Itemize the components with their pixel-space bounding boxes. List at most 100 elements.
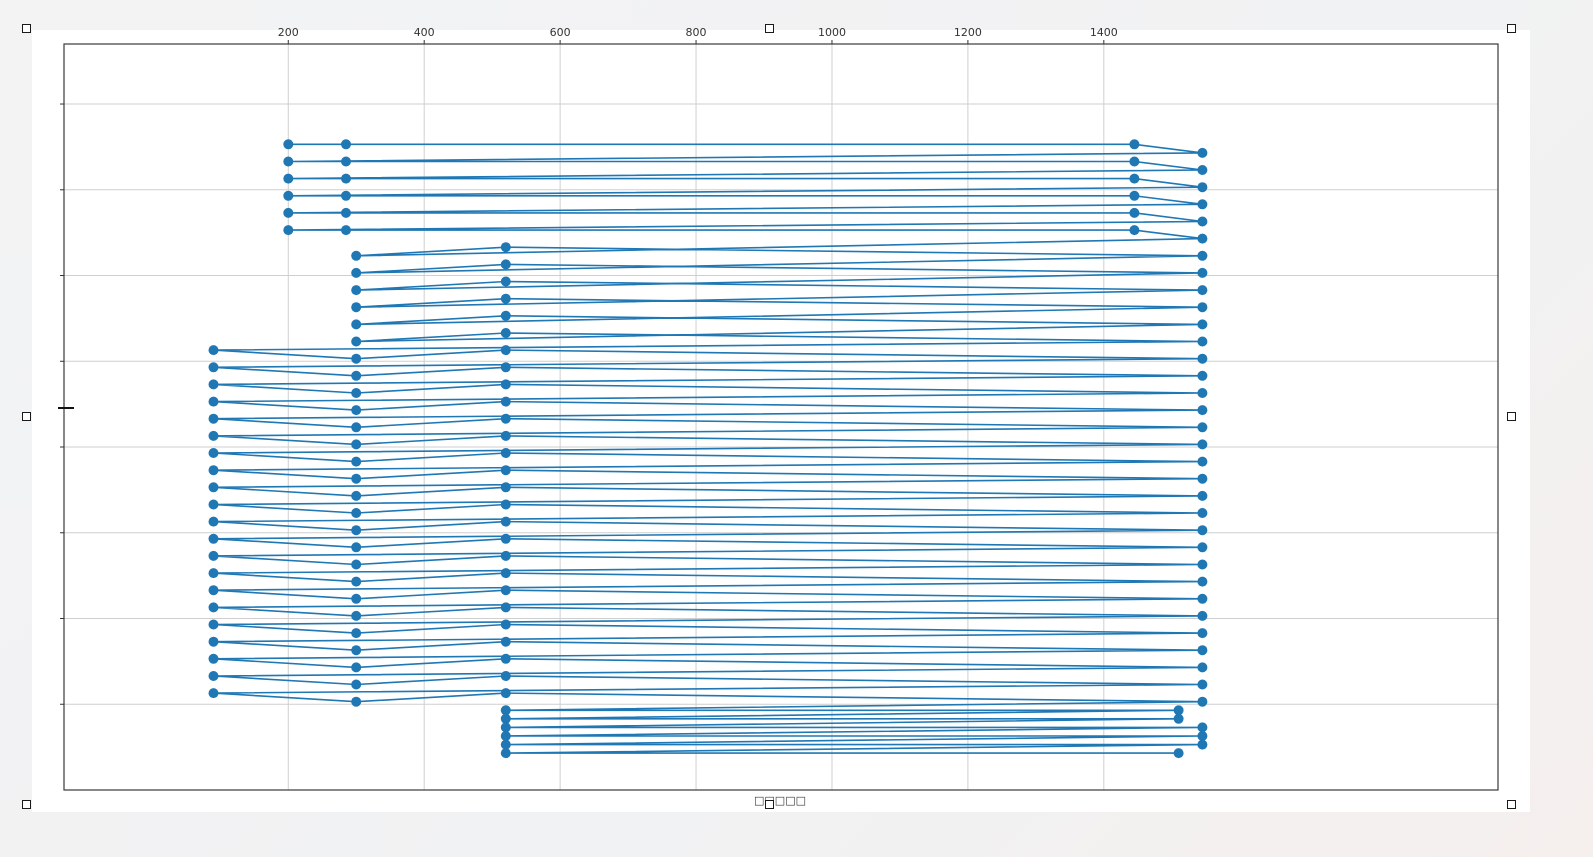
data-point [1173,713,1184,724]
data-point [351,645,362,656]
data-point [1197,679,1208,690]
data-point [208,568,219,579]
x-tick-label: 400 [414,26,435,39]
data-point [500,362,511,373]
data-point [1197,508,1208,518]
data-point [208,585,219,596]
data-point [208,448,219,458]
data-point [1197,336,1208,347]
data-point [500,533,511,544]
data-point [1197,165,1208,175]
data-point [351,628,362,639]
data-point [208,636,219,647]
data-point [351,336,362,347]
figure-background [32,30,1530,812]
data-point [341,225,351,236]
data-point [351,302,362,313]
data-point [1197,576,1208,587]
data-point [208,516,219,527]
data-point [1197,559,1208,570]
data-point [1197,731,1208,741]
data-point [341,190,351,201]
data-point [208,671,219,681]
resize-handle-bottom[interactable] [765,800,774,809]
data-point [500,448,511,458]
data-point [351,559,362,570]
resize-handle-top-right[interactable] [1507,24,1516,33]
resize-handle-left[interactable] [22,412,31,421]
data-point [1197,422,1208,433]
data-point [351,250,362,261]
data-point [500,550,511,561]
x-axis-label: □□□□□ [754,794,806,807]
data-point [500,328,511,338]
data-point [283,207,294,218]
data-point [208,550,219,561]
data-point [500,293,511,304]
data-point [351,542,362,553]
data-point [1197,542,1208,553]
data-point [500,739,511,750]
data-point [208,345,219,356]
data-point [1197,250,1208,261]
resize-handle-right[interactable] [1507,412,1516,421]
data-point [208,533,219,544]
data-point [351,285,362,296]
data-point [1197,147,1208,158]
data-point [283,156,294,167]
data-point [500,499,511,510]
data-point [1197,739,1208,750]
data-point [500,259,511,270]
data-point [208,653,219,664]
data-point [1197,199,1208,210]
resize-handle-top[interactable] [765,24,774,33]
x-tick-label: 600 [550,26,571,39]
data-point [500,568,511,579]
data-point [1197,662,1208,673]
data-point [1129,156,1140,167]
chart-series [208,139,1208,759]
x-tick-label: 800 [686,26,707,39]
data-point [500,516,511,527]
data-point [283,225,294,236]
data-point [1173,705,1184,716]
data-point [208,688,219,699]
resize-handle-bottom-right[interactable] [1507,800,1516,809]
chart-grid [64,44,1498,790]
data-point [1129,207,1140,218]
data-point [500,722,511,733]
data-point [208,430,219,441]
data-point [1197,182,1208,193]
resize-handle-bottom-left[interactable] [22,800,31,809]
data-point [500,242,511,253]
data-point [351,353,362,364]
data-point [1197,439,1208,450]
chart-axes: 200 400 600 800 1000 1200 1400 [60,26,1118,705]
data-point [500,379,511,390]
data-point [1129,225,1140,236]
data-point [351,490,362,501]
data-point [351,525,362,536]
x-tick-label: 1400 [1090,26,1118,39]
data-point [1197,285,1208,296]
data-point [1197,267,1208,278]
data-point [351,508,362,518]
data-point [283,173,294,184]
data-point [1197,628,1208,639]
data-point [500,731,511,741]
data-point [500,653,511,664]
data-point [1129,173,1140,184]
data-point [208,379,219,390]
data-point [351,593,362,604]
data-point [500,310,511,321]
data-point [1197,319,1208,330]
resize-handle-top-left[interactable] [22,24,31,33]
data-point [351,319,362,330]
data-point [1197,456,1208,467]
data-point [1197,353,1208,364]
data-point [208,465,219,476]
data-point [1197,525,1208,536]
data-point [500,465,511,476]
data-point [500,713,511,724]
data-point [1197,388,1208,398]
